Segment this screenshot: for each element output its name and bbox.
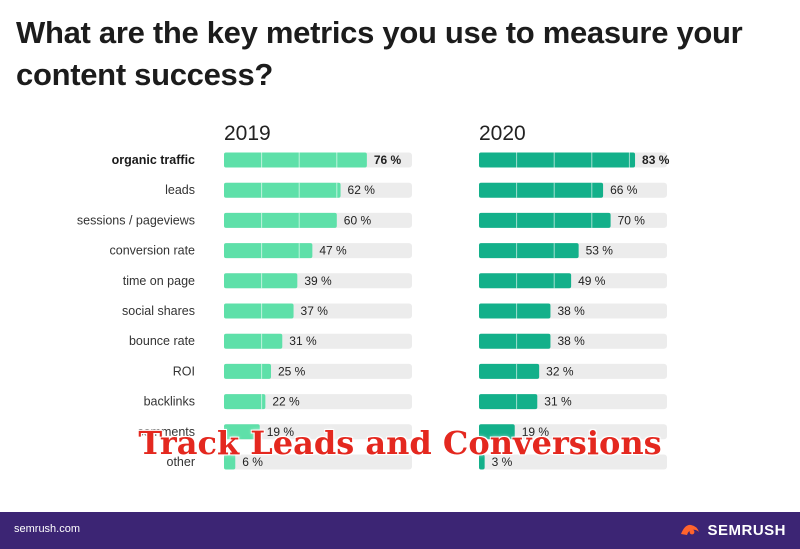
footer: semrush.com SEMRUSH (0, 512, 800, 549)
bar-2020 (479, 303, 551, 319)
brand-name: SEMRUSH (707, 521, 786, 539)
bar-2020 (479, 363, 540, 379)
bar-2019 (224, 303, 294, 319)
data-label: 31 % (544, 395, 572, 409)
data-label: 25 % (278, 364, 306, 378)
category-label: other (167, 455, 196, 469)
bar-2020 (479, 454, 485, 470)
data-label: 60 % (344, 213, 372, 227)
data-label: 38 % (557, 334, 585, 348)
bar-track (224, 454, 412, 470)
bar-2020 (479, 333, 551, 349)
data-label: 6 % (242, 455, 263, 469)
bar-track (479, 454, 667, 470)
data-label: 19 % (522, 425, 550, 439)
bar-2019 (224, 273, 298, 289)
data-label: 31 % (289, 334, 317, 348)
series-label-2020: 2020 (479, 122, 526, 145)
data-label: 66 % (610, 183, 638, 197)
category-label: leads (165, 183, 195, 197)
data-label: 22 % (272, 395, 300, 409)
category-label: social shares (122, 304, 195, 318)
bar-2020 (479, 424, 515, 440)
category-label: time on page (123, 274, 195, 288)
data-label: 32 % (546, 364, 574, 378)
data-label: 37 % (301, 304, 329, 318)
bar-2019 (224, 152, 367, 168)
data-label: 39 % (304, 274, 332, 288)
chart: 2019 2020 organic traffic 76 % 83 % leads 62 %… (77, 122, 670, 470)
bar-2020 (479, 394, 538, 410)
data-label: 83 % (642, 153, 670, 167)
data-label: 49 % (578, 274, 606, 288)
category-label: conversion rate (110, 244, 196, 258)
data-label: 70 % (618, 213, 646, 227)
data-label: 53 % (586, 244, 614, 258)
bar-track (224, 424, 412, 440)
overlay-caption: Track Leads and Conversions (138, 424, 662, 462)
bar-2019 (224, 454, 236, 470)
category-label: ROI (173, 364, 195, 378)
bar-track (224, 394, 412, 410)
category-label: organic traffic (112, 153, 195, 167)
category-label: bounce rate (129, 334, 195, 348)
bar-track (479, 424, 667, 440)
bar-2020 (479, 182, 604, 198)
bar-2019 (224, 424, 260, 440)
bar-2020 (479, 212, 611, 228)
series-label-2019: 2019 (224, 122, 271, 145)
data-label: 3 % (492, 455, 513, 469)
bar-2020 (479, 152, 636, 168)
category-label: sessions / pageviews (77, 213, 195, 227)
chart-title: What are the key metrics you use to meas… (16, 15, 743, 92)
data-label: 47 % (319, 244, 347, 258)
brand-logo: SEMRUSH (679, 521, 786, 539)
data-label: 38 % (557, 304, 585, 318)
bar-2019 (224, 243, 313, 259)
data-label: 19 % (267, 425, 295, 439)
semrush-flame-icon (681, 524, 700, 535)
bar-2019 (224, 182, 341, 198)
footer-url: semrush.com (14, 523, 81, 535)
category-label: backlinks (144, 395, 195, 409)
bar-2020 (479, 273, 572, 289)
data-label: 76 % (374, 153, 402, 167)
category-label: comments (137, 425, 195, 439)
bar-2019 (224, 212, 337, 228)
bar-2019 (224, 394, 266, 410)
data-label: 62 % (348, 183, 376, 197)
bar-2019 (224, 363, 271, 379)
bar-2019 (224, 333, 283, 349)
bar-2020 (479, 243, 579, 259)
